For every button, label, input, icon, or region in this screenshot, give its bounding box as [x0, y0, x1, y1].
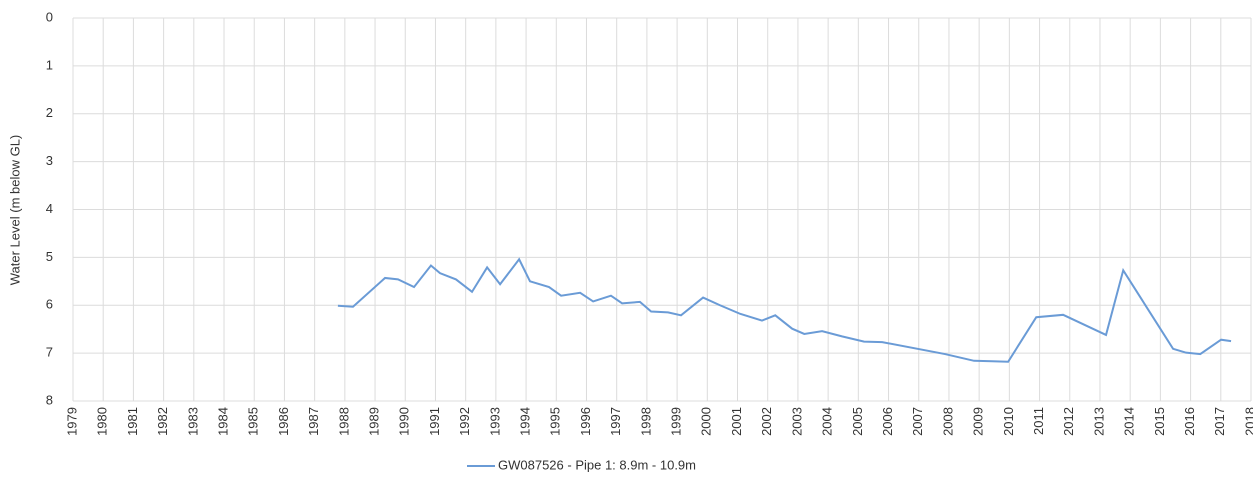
x-tick-label: 2004 [820, 407, 835, 436]
x-tick-label: 1998 [638, 407, 653, 436]
x-tick-label: 1985 [246, 407, 261, 436]
y-tick-label: 4 [46, 201, 53, 216]
x-tick-label: 1982 [155, 407, 170, 436]
x-tick-label: 2012 [1061, 407, 1076, 436]
x-tick-label: 1981 [125, 407, 140, 436]
x-tick-label: 2001 [729, 407, 744, 436]
y-tick-label: 1 [46, 57, 53, 72]
x-tick-label: 2007 [910, 407, 925, 436]
x-tick-label: 1991 [427, 407, 442, 436]
x-tick-label: 2016 [1182, 407, 1197, 436]
x-tick-label: 2002 [759, 407, 774, 436]
x-tick-label: 1999 [669, 407, 684, 436]
x-tick-label: 2014 [1122, 407, 1137, 436]
x-tick-label: 1979 [64, 407, 79, 436]
x-tick-label: 2018 [1242, 407, 1253, 436]
y-tick-label: 3 [46, 153, 53, 168]
x-tick-label: 2003 [789, 407, 804, 436]
y-tick-label: 8 [46, 392, 53, 407]
y-axis-label: Water Level (m below GL) [7, 135, 22, 286]
x-tick-label: 1995 [548, 407, 563, 436]
x-tick-label: 2013 [1091, 407, 1106, 436]
y-tick-label: 7 [46, 345, 53, 360]
x-tick-label: 1989 [366, 407, 381, 436]
x-tick-label: 1992 [457, 407, 472, 436]
x-tick-label: 1983 [185, 407, 200, 436]
x-tick-label: 1990 [397, 407, 412, 436]
x-tick-label: 2005 [850, 407, 865, 436]
x-tick-label: 1988 [336, 407, 351, 436]
data-line [337, 257, 1232, 363]
x-tick-label: 2017 [1212, 407, 1227, 436]
x-tick-label: 1997 [608, 407, 623, 436]
y-tick-label: 6 [46, 297, 53, 312]
x-tick-label: 2009 [971, 407, 986, 436]
x-tick-label: 1994 [518, 407, 533, 436]
x-tick-label: 1987 [306, 407, 321, 436]
x-tick-label: 2006 [880, 407, 895, 436]
x-tick-label: 2008 [940, 407, 955, 436]
y-tick-label: 2 [46, 105, 53, 120]
y-tick-label: 0 [46, 9, 53, 24]
y-tick-label: 5 [46, 249, 53, 264]
x-tick-label: 1993 [487, 407, 502, 436]
x-tick-label: 2010 [1001, 407, 1016, 436]
x-tick-label: 1996 [578, 407, 593, 436]
x-tick-label: 2011 [1031, 407, 1046, 435]
x-tick-label: 2000 [699, 407, 714, 436]
x-tick-label: 1986 [276, 407, 291, 436]
legend-label: GW087526 - Pipe 1: 8.9m - 10.9m [498, 457, 696, 472]
x-tick-label: 1980 [95, 407, 110, 436]
x-tick-label: 1984 [215, 407, 230, 436]
x-tick-label: 2015 [1152, 407, 1167, 436]
